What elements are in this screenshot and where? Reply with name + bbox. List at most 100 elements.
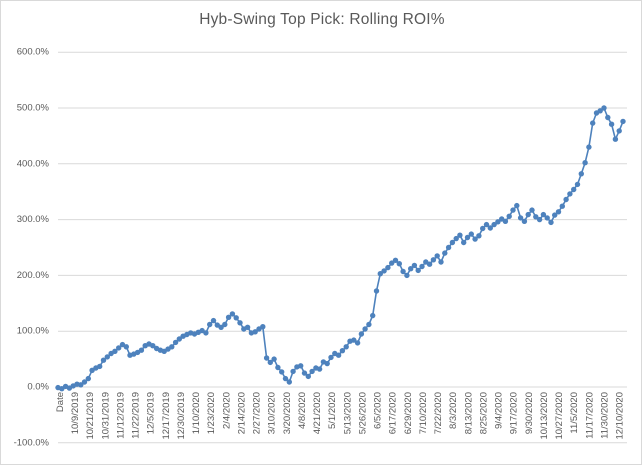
y-axis-tick-label: 600.0% (17, 47, 50, 58)
data-point (449, 239, 456, 246)
data-point (271, 356, 277, 362)
x-axis-tick-label: 11/22/2019 (131, 392, 142, 439)
data-point (567, 191, 573, 197)
data-point (601, 105, 607, 111)
data-point (112, 348, 118, 354)
data-point (605, 114, 611, 121)
data-point (544, 215, 550, 221)
x-axis-tick-label: 7/10/2020 (418, 392, 429, 434)
data-point (324, 360, 330, 367)
data-point (263, 355, 270, 361)
data-point (362, 326, 368, 332)
data-point (426, 261, 433, 267)
data-point (298, 363, 304, 369)
data-point (578, 171, 584, 177)
data-point (445, 244, 452, 251)
y-axis-tick-label: 500.0% (17, 103, 50, 114)
x-axis-tick-label: 10/31/2019 (100, 392, 111, 440)
data-point (430, 257, 437, 263)
y-axis-tick-label: 400.0% (17, 158, 50, 169)
x-axis-tick-label: 12/10/2020 (615, 392, 626, 440)
data-point (267, 359, 273, 366)
x-axis-tick-label: 10/27/2020 (554, 392, 565, 440)
data-point (392, 257, 399, 263)
x-axis-tick-label: 3/10/2020 (267, 392, 278, 434)
data-point (218, 324, 224, 330)
data-point (620, 118, 626, 125)
data-point (612, 136, 619, 142)
data-point (453, 235, 459, 242)
data-point (81, 379, 88, 385)
data-point (559, 203, 565, 209)
data-point (540, 211, 547, 218)
chart-title: Hyb-Swing Top Pick: Rolling ROI% (199, 11, 445, 28)
x-axis-tick-label: 8/3/2020 (448, 392, 459, 429)
x-axis-tick-label: Date (55, 392, 66, 412)
x-axis-tick-label: 6/29/2020 (403, 392, 414, 434)
data-point (351, 337, 357, 343)
data-point (525, 211, 531, 218)
data-point (438, 259, 444, 265)
data-point (480, 225, 486, 232)
data-point (290, 368, 296, 375)
x-axis-tick-label: 11/5/2020 (569, 392, 580, 434)
data-point (381, 268, 387, 274)
x-axis-tick-label: 10/9/2019 (70, 392, 81, 434)
x-axis-tick-label: 3/20/2020 (282, 392, 293, 434)
data-point (222, 321, 228, 328)
data-point (370, 312, 376, 319)
x-axis-tick-label: 6/17/2020 (388, 392, 399, 434)
data-point (335, 352, 342, 358)
data-point (396, 261, 402, 267)
data-point (483, 221, 490, 228)
y-axis-tick-label: -100.0% (14, 437, 50, 448)
data-point (582, 160, 588, 166)
data-point (373, 288, 380, 294)
data-point (468, 231, 474, 237)
x-axis-tick-label: 6/5/2020 (373, 392, 384, 429)
x-axis-tick-label: 9/4/2020 (494, 392, 505, 429)
x-axis-tick-label: 11/17/2020 (584, 392, 595, 439)
x-axis-tick-label: 1/10/2020 (191, 392, 202, 434)
data-point (172, 339, 179, 346)
data-point (464, 234, 471, 241)
data-point (574, 181, 581, 188)
data-point (404, 272, 410, 279)
data-point (169, 344, 175, 350)
data-point (408, 266, 414, 272)
data-point (495, 219, 501, 225)
x-axis-tick-label: 7/22/2020 (433, 392, 444, 434)
data-point (597, 108, 603, 114)
x-axis-tick-label: 5/26/2020 (357, 392, 368, 434)
data-point (411, 262, 418, 269)
data-point (309, 368, 315, 375)
data-point (116, 345, 122, 351)
data-point (225, 314, 232, 320)
data-point (279, 369, 285, 375)
x-axis-tick-label: 9/30/2020 (524, 392, 535, 434)
data-point (237, 320, 243, 326)
data-point (339, 348, 346, 354)
data-point (385, 264, 391, 271)
y-axis-tick-label: 200.0% (17, 270, 50, 281)
data-point (123, 344, 129, 350)
data-point (514, 202, 520, 209)
data-point (400, 268, 406, 275)
data-point (419, 263, 425, 270)
data-point (354, 340, 361, 346)
data-point (552, 212, 558, 218)
data-point (229, 311, 236, 317)
data-point (150, 343, 156, 349)
x-axis-tick-label: 5/13/2020 (342, 392, 353, 434)
data-point (78, 382, 84, 388)
data-point (457, 232, 463, 238)
x-axis-tick-label: 5/1/2020 (327, 392, 338, 429)
data-point (529, 207, 535, 213)
data-point (252, 329, 258, 335)
data-point (389, 260, 395, 266)
data-point (316, 366, 323, 372)
data-point (207, 321, 213, 328)
data-point (328, 354, 334, 361)
data-point (472, 236, 478, 242)
